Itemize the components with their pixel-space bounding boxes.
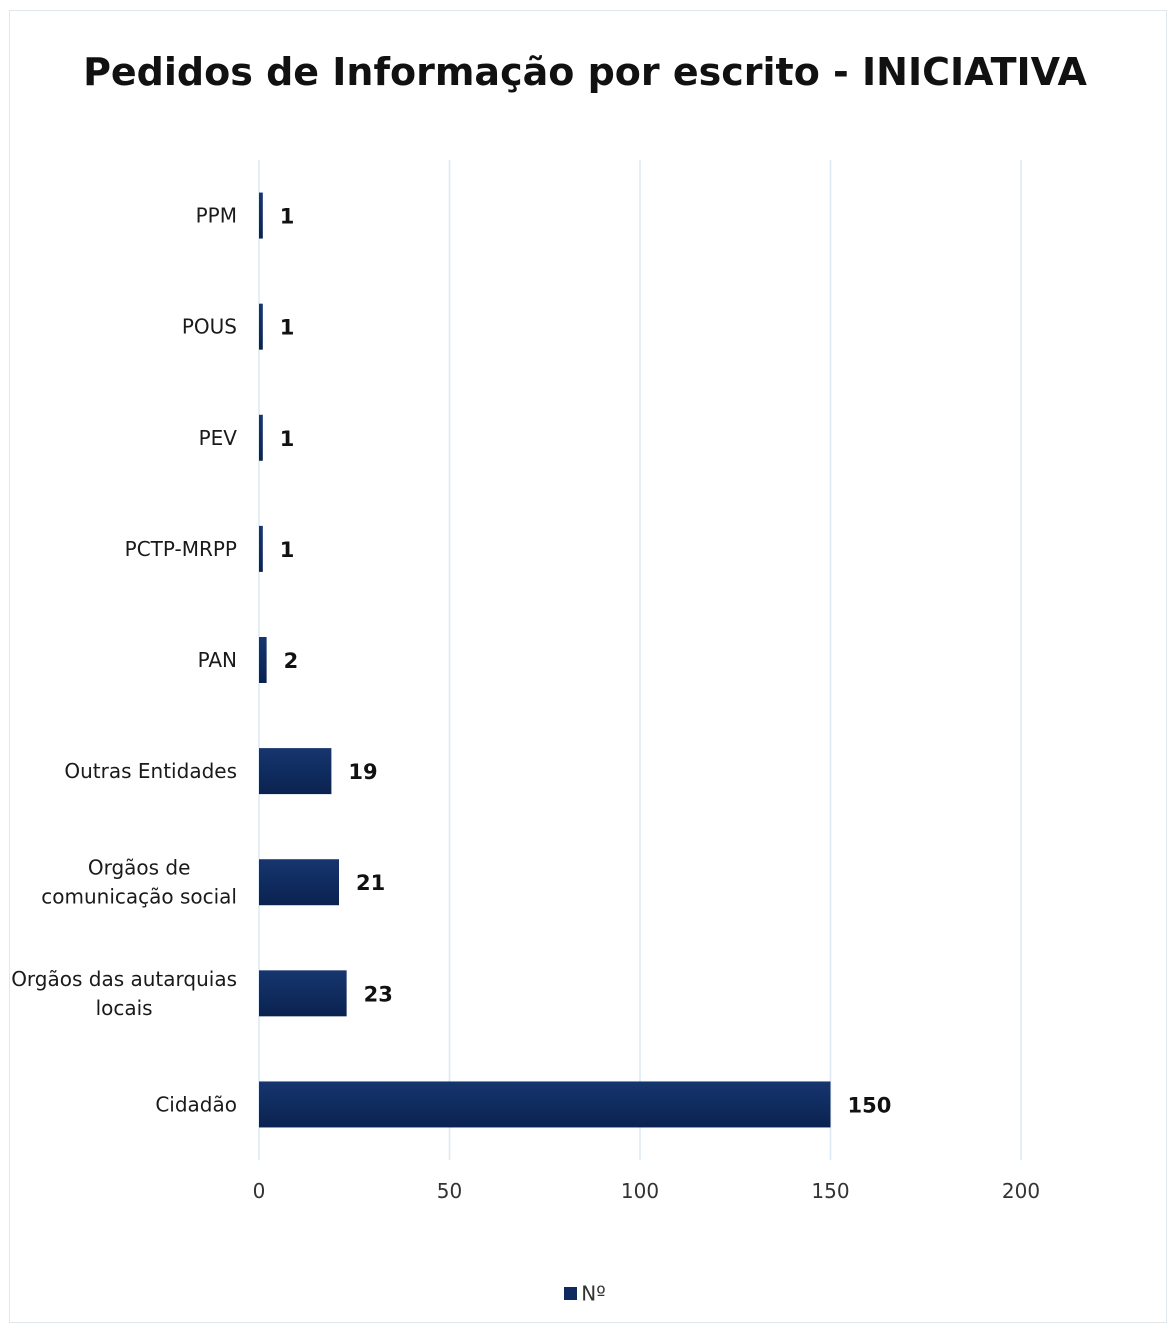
- gridlines: [258, 160, 1022, 1160]
- bar: [259, 637, 267, 683]
- category-label: PEV: [199, 426, 238, 450]
- category-label: Orgãos de comunicação social: [41, 856, 237, 909]
- x-tick-label: 200: [1002, 1179, 1040, 1203]
- category-label: Outras Entidades: [64, 759, 237, 783]
- category-label: PPM: [196, 204, 237, 228]
- x-tick-label: 0: [253, 1179, 266, 1203]
- data-labels: 1 1 1 1 2 19 21 23 150: [280, 205, 892, 1118]
- legend-swatch: [564, 1287, 578, 1300]
- bar: [259, 192, 263, 239]
- chart-title: Pedidos de Informação por escrito - INIC…: [83, 50, 1087, 94]
- bar: [259, 748, 332, 795]
- data-label: 23: [364, 982, 393, 1006]
- x-tick-labels: 0 50 100 150 200: [253, 1179, 1040, 1203]
- data-label: 21: [356, 871, 385, 895]
- category-label: Cidadão: [155, 1092, 237, 1116]
- bar: [259, 525, 263, 572]
- category-label: PCTP-MRPP: [125, 537, 237, 561]
- data-label: 1: [280, 205, 295, 229]
- category-labels: PPM POUS PEV PCTP-MRPP PAN Outras Entidades Or…: [11, 204, 237, 1117]
- legend-label: Nº: [581, 1281, 606, 1306]
- data-label: 1: [280, 316, 295, 340]
- x-tick-label: 150: [811, 1179, 849, 1203]
- data-label: 1: [280, 538, 295, 562]
- bars: [259, 192, 831, 1128]
- bar: [259, 970, 347, 1017]
- data-label: 19: [348, 760, 377, 784]
- bar: [259, 859, 340, 906]
- bar: [259, 414, 263, 461]
- data-label: 150: [848, 1093, 892, 1117]
- x-tick-label: 100: [621, 1179, 659, 1203]
- category-label: Orgãos das autarquias locais: [11, 967, 237, 1020]
- category-label: PAN: [198, 648, 237, 672]
- legend: Nº: [0, 1280, 1170, 1306]
- data-label: 2: [284, 649, 299, 673]
- bar: [259, 1081, 831, 1128]
- x-tick-label: 50: [437, 1179, 462, 1203]
- data-label: 1: [280, 427, 295, 451]
- category-label: POUS: [182, 315, 237, 339]
- bar: [259, 303, 263, 350]
